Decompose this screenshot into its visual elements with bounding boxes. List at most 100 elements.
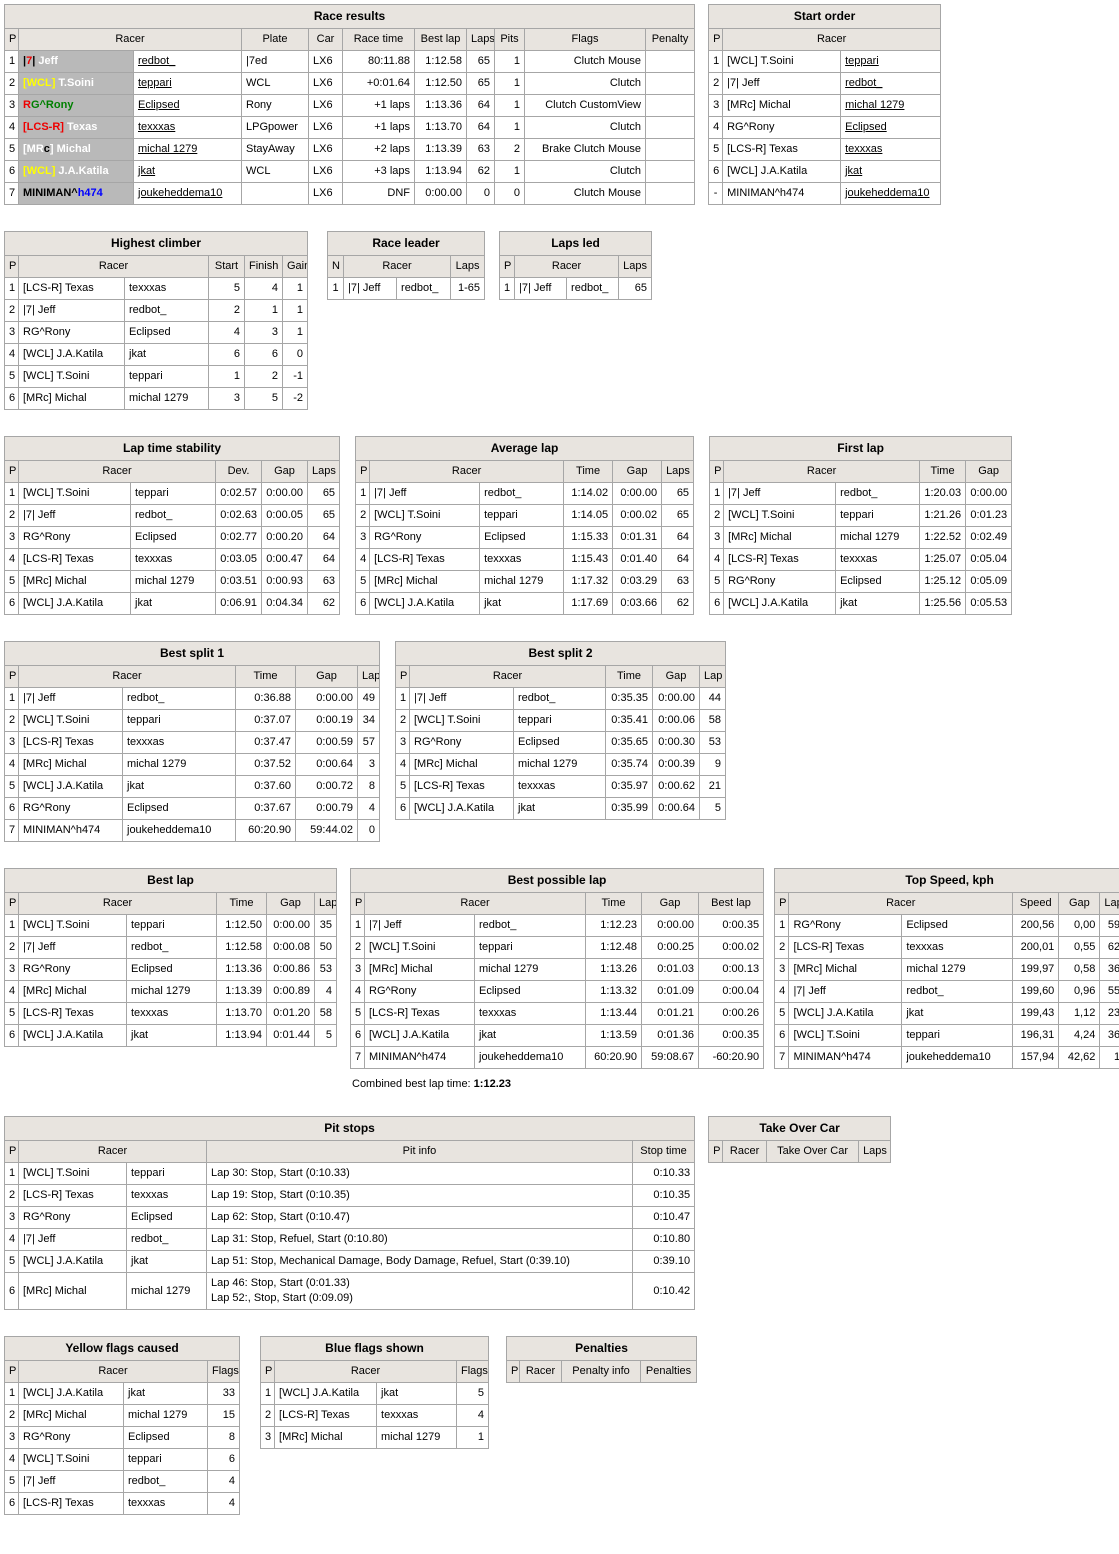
table-row: 2 |7| Jeff redbot_ 1:12.58 0:00.08 50 bbox=[4, 936, 337, 959]
cell: 1:12.50 bbox=[216, 914, 267, 937]
cell: [WCL] J.A.Katila bbox=[274, 1382, 378, 1405]
cell: 0:03.29 bbox=[612, 570, 663, 593]
cell: [LCS-R] Texas bbox=[274, 1404, 378, 1427]
racer-link[interactable]: jkat bbox=[845, 165, 863, 177]
cell: -2 bbox=[281, 387, 309, 410]
racer-link[interactable]: joukeheddema10 bbox=[845, 187, 930, 199]
cell: 4 bbox=[774, 980, 790, 1003]
cell: redbot_ bbox=[474, 914, 586, 937]
cell: [WCL] J.A.Katila bbox=[18, 775, 123, 798]
table-row: 2 |7| Jeff redbot_ bbox=[708, 72, 942, 95]
table-row: 1 |7| Jeff redbot_ 0:35.35 0:00.00 44 bbox=[395, 687, 726, 710]
racer-link[interactable]: Eclipsed bbox=[845, 121, 887, 133]
cell: 6 bbox=[395, 797, 410, 820]
racer-link[interactable]: michal 1279 bbox=[138, 143, 198, 155]
table-row: 3 [MRc] Michal michal 1279 bbox=[708, 94, 942, 117]
cell: 0:00.08 bbox=[266, 936, 315, 959]
cell: 6 bbox=[206, 1448, 241, 1471]
racer-link[interactable]: michal 1279 bbox=[845, 99, 905, 111]
cell: [WCL] J.A.Katila bbox=[723, 592, 837, 615]
column-header-gap: Gap bbox=[266, 892, 315, 915]
cell: 1:13.70 bbox=[414, 116, 467, 139]
cell: 6 bbox=[244, 343, 283, 366]
cell: jkat bbox=[479, 592, 565, 615]
table-row: 3 RG^Rony Eclipsed 1:15.33 0:01.31 64 bbox=[355, 526, 695, 549]
racer-link[interactable]: jkat bbox=[138, 165, 156, 177]
cell: Eclipsed bbox=[122, 797, 236, 820]
cell: 7 bbox=[4, 819, 19, 842]
table-title-row: Race results bbox=[3, 4, 696, 29]
cell: 80:11.88 bbox=[342, 50, 415, 73]
cell: 0:35.65 bbox=[605, 731, 653, 754]
cell: 64 bbox=[466, 94, 495, 117]
cell: 4 bbox=[4, 1448, 19, 1471]
table-row: 3 [MRc] Michal michal 1279 199,97 0,58 36 bbox=[774, 958, 1119, 981]
racer-link[interactable]: Eclipsed bbox=[138, 99, 180, 111]
cell: 1 bbox=[494, 94, 525, 117]
racer-link[interactable]: redbot_ bbox=[845, 77, 883, 89]
cell: 58 bbox=[314, 1002, 337, 1025]
cell: RG^Rony bbox=[18, 958, 127, 981]
top-speed-table-container: Top Speed, kphPRacerSpeedGapLap1RG^RonyE… bbox=[774, 868, 1119, 1069]
cell: 65 bbox=[466, 50, 495, 73]
cell: RG^Rony bbox=[18, 1206, 127, 1229]
cell: 2 bbox=[244, 365, 283, 388]
cell: texxxas bbox=[513, 775, 606, 798]
cell: 0:00.64 bbox=[295, 753, 358, 776]
cell: |7| Jeff bbox=[788, 980, 903, 1003]
cell: 3 bbox=[260, 1426, 276, 1449]
table-race-leader: Race leader N Racer Laps 1 |7| Jeff redbot_ 1-6… bbox=[327, 231, 486, 300]
column-header-laps: Laps bbox=[466, 28, 495, 51]
cell: 5 bbox=[4, 138, 19, 161]
cell: jkat bbox=[126, 1024, 217, 1047]
cell: 0:00.86 bbox=[266, 958, 315, 981]
cell: 0:01.23 bbox=[965, 504, 1013, 527]
cell: 1 bbox=[499, 277, 516, 300]
cell: 49 bbox=[357, 687, 380, 710]
table-title-row: Race leader bbox=[327, 231, 486, 256]
racer-link-cell: michal 1279 bbox=[840, 94, 942, 117]
racer-link[interactable]: teppari bbox=[845, 55, 879, 67]
table-row: 6 [WCL] T.Soini teppari 196,31 4,24 36 bbox=[774, 1024, 1119, 1047]
cell: texxxas bbox=[126, 1184, 207, 1207]
cell: teppari bbox=[901, 1024, 1014, 1047]
cell: 0:05.53 bbox=[965, 592, 1013, 615]
racer-link[interactable]: redbot_ bbox=[138, 55, 176, 67]
table-row: 4 |7| Jeff redbot_ 199,60 0,96 55 bbox=[774, 980, 1119, 1003]
cell: 4 bbox=[350, 980, 365, 1003]
table-header-row: P Racer Pit info Stop time bbox=[4, 1140, 696, 1163]
table-average-lap: Average lap P Racer Time Gap Laps 1 |7| Jeff red… bbox=[355, 436, 695, 615]
cell: 0:35.74 bbox=[605, 753, 653, 776]
cell: texxxas bbox=[901, 936, 1014, 959]
racer-link[interactable]: texxxas bbox=[138, 121, 176, 133]
cell: 1 bbox=[456, 1426, 490, 1449]
cell: 0:00.35 bbox=[697, 914, 765, 937]
cell: 5 bbox=[456, 1382, 490, 1405]
cell: RG^Rony bbox=[364, 980, 475, 1003]
cell: 0:10.42 bbox=[631, 1272, 696, 1310]
column-header-time: Time bbox=[216, 892, 267, 915]
table-row: 5 [WCL] J.A.Katila jkat 199,43 1,12 23 bbox=[774, 1002, 1119, 1025]
table-row: 5 [MRc] Michal michal 1279 0:03.51 0:00.93 63 bbox=[4, 570, 341, 593]
cell: [WCL] T.Soini bbox=[788, 1024, 903, 1047]
cell: 5 bbox=[4, 775, 19, 798]
cell: WCL bbox=[241, 72, 309, 95]
table-yellow-flags: Yellow flags caused P Racer Flags 1 [WCL] J.A… bbox=[3, 1336, 241, 1515]
table-take-over-car: Take Over Car P Racer Take Over Car Laps bbox=[708, 1116, 892, 1163]
racer-link[interactable]: texxxas bbox=[845, 143, 883, 155]
cell: jkat bbox=[130, 592, 216, 615]
cell: michal 1279 bbox=[123, 1404, 208, 1427]
racer-link[interactable]: joukeheddema10 bbox=[138, 187, 223, 199]
cell: [WCL] T.Soini bbox=[18, 1162, 127, 1185]
cell: 15 bbox=[206, 1404, 241, 1427]
cell: 62 bbox=[661, 592, 695, 615]
cell: texxxas bbox=[376, 1404, 458, 1427]
cell: 1 bbox=[281, 277, 309, 300]
race-leader-title: Race leader bbox=[327, 231, 486, 256]
cell: 36 bbox=[1099, 1024, 1119, 1047]
table-row: 4 [LCS-R] Texas texxxas LPGpower LX6 +1 laps 1… bbox=[4, 116, 696, 139]
cell: 0:00.25 bbox=[641, 936, 699, 959]
cell: 1:14.02 bbox=[563, 482, 614, 505]
racer-link[interactable]: teppari bbox=[138, 77, 172, 89]
column-header-gap: Gap bbox=[641, 892, 699, 915]
